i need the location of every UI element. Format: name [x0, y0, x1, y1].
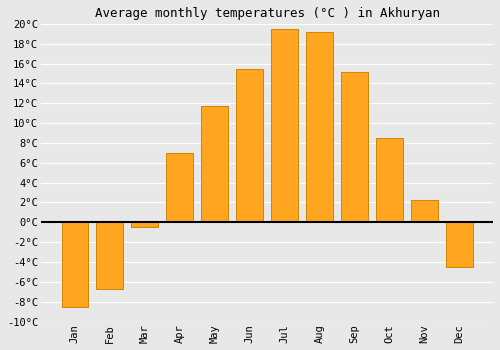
Bar — [342, 71, 367, 222]
Bar — [166, 153, 192, 222]
Bar — [96, 222, 122, 289]
Bar — [306, 32, 332, 222]
Bar — [412, 201, 438, 222]
Bar — [236, 69, 262, 222]
Bar — [202, 106, 228, 222]
Bar — [62, 222, 88, 307]
Bar — [272, 29, 297, 222]
Bar — [446, 222, 472, 267]
Bar — [132, 222, 158, 227]
Title: Average monthly temperatures (°C ) in Akhuryan: Average monthly temperatures (°C ) in Ak… — [94, 7, 440, 20]
Bar — [376, 138, 402, 222]
